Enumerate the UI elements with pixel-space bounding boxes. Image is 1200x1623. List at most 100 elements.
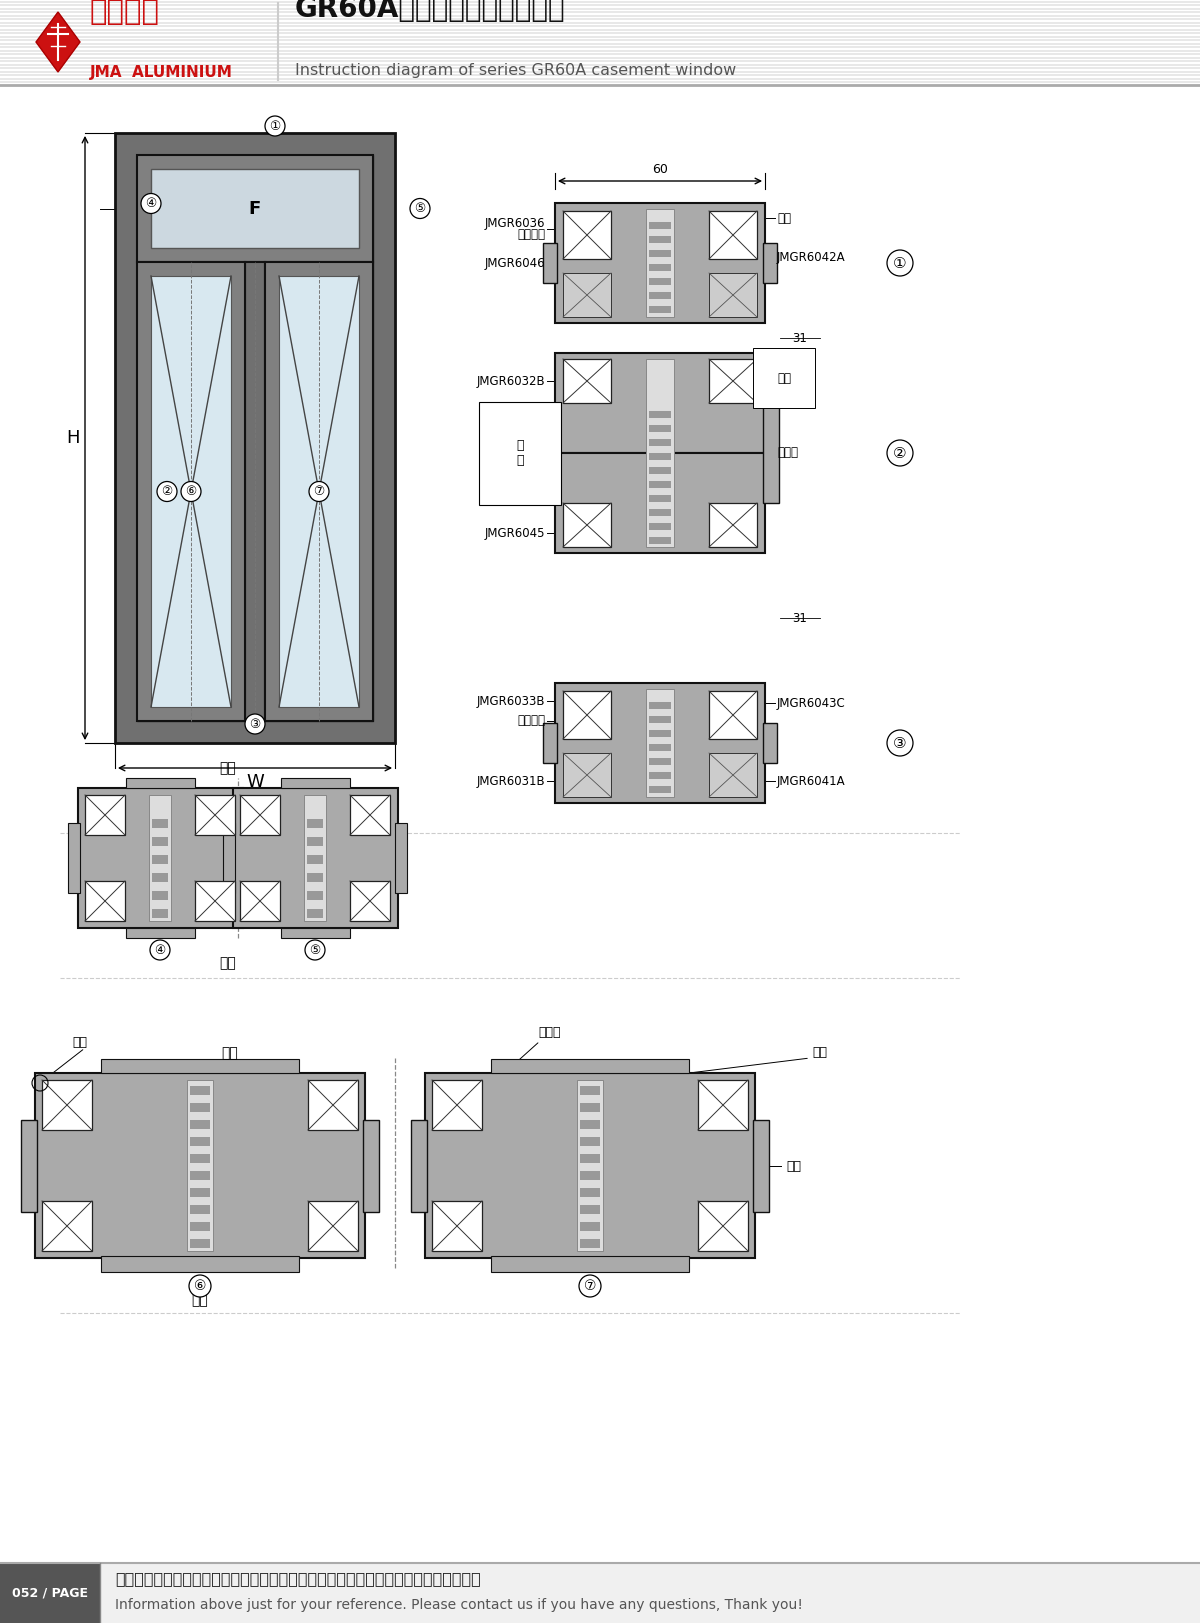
Text: JMGR6031B: JMGR6031B bbox=[476, 774, 545, 787]
Bar bbox=[649, 773, 671, 779]
Bar bbox=[698, 1201, 748, 1251]
Bar bbox=[649, 495, 671, 502]
Circle shape bbox=[265, 115, 286, 136]
Circle shape bbox=[410, 198, 430, 219]
Bar bbox=[698, 1079, 748, 1130]
Bar bbox=[649, 265, 671, 271]
Text: 052 / PAGE: 052 / PAGE bbox=[12, 1587, 88, 1600]
Bar bbox=[307, 820, 323, 828]
Circle shape bbox=[245, 714, 265, 734]
Bar bbox=[649, 222, 671, 229]
Bar bbox=[542, 243, 557, 282]
Bar bbox=[580, 1238, 600, 1248]
Text: 室内: 室内 bbox=[220, 761, 236, 776]
Bar bbox=[281, 928, 350, 938]
Bar bbox=[137, 156, 373, 261]
Text: JMGR6032B: JMGR6032B bbox=[476, 375, 545, 388]
Bar bbox=[190, 1120, 210, 1130]
Text: JMGR6036: JMGR6036 bbox=[485, 437, 545, 450]
Bar bbox=[395, 823, 407, 893]
Text: W: W bbox=[246, 773, 264, 790]
Text: ⑥: ⑥ bbox=[193, 1279, 206, 1294]
Bar bbox=[233, 789, 398, 928]
Bar bbox=[152, 909, 168, 919]
Bar bbox=[152, 873, 168, 881]
Bar bbox=[554, 683, 766, 803]
Text: ①: ① bbox=[269, 120, 281, 133]
Circle shape bbox=[887, 730, 913, 756]
Bar bbox=[491, 1058, 689, 1073]
Bar bbox=[190, 1172, 210, 1180]
Bar bbox=[152, 891, 168, 901]
Text: JMGR6033B: JMGR6033B bbox=[476, 695, 545, 708]
Text: 室外: 室外 bbox=[192, 1294, 209, 1307]
Bar bbox=[101, 1256, 299, 1272]
Bar bbox=[649, 758, 671, 764]
Bar bbox=[304, 795, 326, 920]
Text: ④: ④ bbox=[155, 943, 166, 956]
Bar bbox=[265, 261, 373, 721]
Circle shape bbox=[190, 1276, 211, 1297]
Bar bbox=[223, 823, 235, 893]
Bar bbox=[763, 243, 778, 282]
Bar bbox=[649, 235, 671, 243]
Polygon shape bbox=[36, 11, 80, 71]
Bar bbox=[432, 1201, 482, 1251]
Text: 执手: 执手 bbox=[812, 1047, 828, 1060]
Circle shape bbox=[305, 940, 325, 959]
Text: （角码）: （角码） bbox=[517, 451, 545, 464]
Text: 玻璃: 玻璃 bbox=[786, 1159, 802, 1172]
Bar bbox=[709, 503, 757, 547]
Text: JMGR6045: JMGR6045 bbox=[485, 526, 545, 539]
Text: 防水胶条: 防水胶条 bbox=[517, 714, 545, 727]
Bar bbox=[646, 690, 674, 797]
Text: JMA  ALUMINIUM: JMA ALUMINIUM bbox=[90, 65, 233, 80]
Bar bbox=[190, 1188, 210, 1198]
Text: 鸭嘴胶: 鸭嘴胶 bbox=[778, 446, 798, 459]
Bar bbox=[649, 307, 671, 313]
Bar bbox=[649, 703, 671, 709]
Text: ⑤: ⑤ bbox=[414, 201, 426, 214]
Text: ②: ② bbox=[893, 445, 907, 461]
Bar bbox=[126, 777, 194, 789]
Bar bbox=[754, 1120, 769, 1212]
Bar bbox=[151, 169, 359, 248]
Bar bbox=[563, 273, 611, 316]
Bar bbox=[194, 795, 235, 834]
Circle shape bbox=[181, 482, 202, 502]
Circle shape bbox=[157, 482, 178, 502]
Bar bbox=[709, 753, 757, 797]
Bar bbox=[152, 837, 168, 846]
Text: 31: 31 bbox=[792, 331, 808, 344]
Circle shape bbox=[150, 940, 170, 959]
Bar bbox=[42, 1079, 92, 1130]
Bar bbox=[78, 789, 242, 928]
Text: 合页: 合页 bbox=[72, 1037, 88, 1050]
Bar bbox=[85, 881, 125, 920]
Bar bbox=[649, 786, 671, 794]
Bar bbox=[649, 510, 671, 516]
Text: Information above just for your reference. Please contact us if you have any que: Information above just for your referenc… bbox=[115, 1599, 803, 1612]
Bar bbox=[278, 276, 359, 708]
Bar bbox=[308, 1201, 358, 1251]
Text: ⑥: ⑥ bbox=[185, 485, 197, 498]
Bar bbox=[187, 1079, 214, 1251]
Text: 室
内: 室 内 bbox=[516, 438, 523, 467]
Bar bbox=[646, 359, 674, 547]
Bar bbox=[649, 292, 671, 299]
Bar bbox=[580, 1086, 600, 1096]
Text: 两点锁: 两点锁 bbox=[539, 1026, 562, 1039]
Bar bbox=[709, 359, 757, 403]
Bar bbox=[709, 691, 757, 738]
Bar bbox=[580, 1188, 600, 1198]
Bar bbox=[281, 777, 350, 789]
Text: ⑦: ⑦ bbox=[313, 485, 325, 498]
Bar bbox=[763, 722, 778, 763]
Bar bbox=[646, 209, 674, 316]
Bar bbox=[137, 261, 245, 721]
Bar bbox=[307, 873, 323, 881]
Text: JMGR6041A: JMGR6041A bbox=[778, 774, 846, 787]
Bar bbox=[350, 881, 390, 920]
Bar bbox=[649, 278, 671, 286]
Text: ④: ④ bbox=[145, 196, 157, 209]
